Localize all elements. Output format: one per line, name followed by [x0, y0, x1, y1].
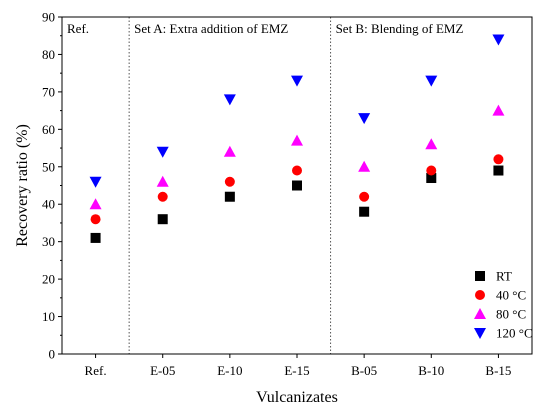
data-point-rt: [224, 191, 235, 202]
y-tick-label: 10: [42, 309, 55, 324]
region-layer: Ref. Set A: Extra addition of EMZ Set B: B…: [67, 17, 463, 354]
x-axis-ticks: Ref. E-05 E-10 E-15 B-05 B-10 B-15: [85, 354, 511, 378]
data-point-40-c: [224, 176, 235, 187]
data-point-40-c: [493, 154, 504, 165]
data-point-80-c: [425, 138, 438, 150]
data-point-rt: [426, 173, 437, 184]
data-point-120-c: [425, 75, 438, 87]
data-point-120-c: [358, 113, 371, 125]
data-point-80-c: [492, 104, 505, 116]
y-axis-ticks: 0 10 20 30 40 50 60 70 80 90: [42, 10, 62, 362]
y-axis-title: Recovery ratio (%): [14, 124, 31, 247]
y-tick-label: 30: [42, 234, 55, 249]
y-tick-label: 20: [42, 272, 55, 287]
data-point-120-c: [223, 94, 236, 106]
x-tick-label: Ref.: [85, 363, 107, 378]
region-label: Set B: Blending of EMZ: [336, 21, 464, 36]
x-tick-label: E-05: [150, 363, 175, 378]
x-tick-label: B-10: [418, 363, 444, 378]
legend-marker: [475, 290, 485, 300]
y-tick-label: 80: [42, 47, 55, 62]
x-tick-label: B-15: [485, 363, 511, 378]
y-tick-label: 50: [42, 159, 55, 174]
data-point-80-c: [89, 198, 102, 210]
y-tick-label: 60: [42, 122, 55, 137]
data-point-80-c: [291, 134, 303, 146]
data-point-120-c: [291, 75, 303, 87]
y-tick-label: 70: [42, 84, 55, 99]
data-point-120-c: [89, 176, 102, 188]
legend-marker: [474, 308, 486, 319]
region-label: Set A: Extra addition of EMZ: [134, 21, 288, 36]
data-point-80-c: [223, 145, 236, 157]
data-point-80-c: [358, 160, 371, 172]
legend-marker: [475, 271, 485, 281]
region-label: Ref.: [67, 21, 89, 36]
data-point-rt: [493, 165, 504, 176]
y-tick-label: 40: [42, 197, 55, 212]
legend-label: 40 °C: [496, 288, 526, 303]
data-points: [89, 34, 505, 243]
x-tick-label: B-05: [351, 363, 377, 378]
data-point-rt: [157, 214, 168, 225]
plot-area-frame: [61, 16, 533, 355]
legend-label: 80 °C: [496, 307, 526, 322]
x-tick-label: E-15: [284, 363, 309, 378]
legend-marker: [474, 328, 486, 339]
data-point-120-c: [492, 34, 505, 46]
data-point-rt: [292, 180, 302, 191]
data-point-40-c: [90, 214, 101, 225]
legend-label: RT: [496, 269, 512, 284]
legend: RT 40 °C 80 °C 120 °C: [474, 269, 533, 341]
legend-label: 120 °C: [496, 326, 533, 341]
data-point-80-c: [156, 175, 169, 187]
x-tick-label: E-10: [217, 363, 242, 378]
data-point-40-c: [426, 165, 437, 176]
data-point-120-c: [156, 146, 169, 158]
y-tick-label: 0: [49, 347, 56, 362]
data-point-rt: [90, 232, 101, 243]
y-tick-label: 90: [42, 10, 55, 25]
data-point-40-c: [359, 191, 370, 202]
x-axis-title: Vulcanizates: [256, 389, 338, 406]
data-point-40-c: [157, 191, 168, 202]
data-point-40-c: [292, 165, 302, 176]
data-point-rt: [359, 206, 370, 217]
